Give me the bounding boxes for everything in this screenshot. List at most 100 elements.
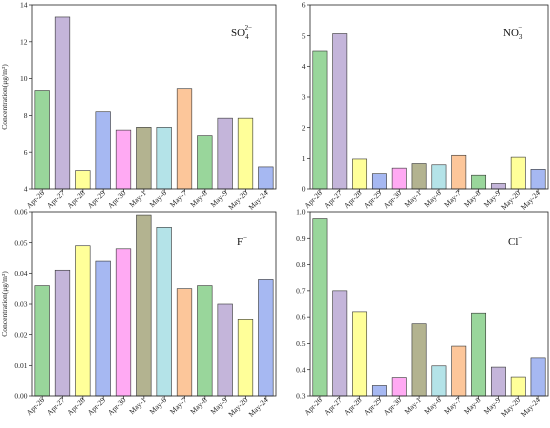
bar [136, 214, 152, 397]
bar [136, 127, 152, 190]
y-axis-title: Concentration(μg/m³) [0, 64, 9, 130]
x-tick-label: May-20 [499, 395, 522, 418]
bar [490, 183, 506, 190]
y-tick-label: 12 [20, 37, 28, 46]
ion-label: SO42− [231, 24, 252, 41]
x-tick-label: Apr-26 [25, 395, 47, 417]
x-tick-label: May-7 [442, 395, 463, 416]
x-tick-label: May-8 [462, 395, 483, 416]
x-tick-label: May-6 [422, 395, 443, 416]
bar [217, 117, 233, 190]
bar [95, 111, 111, 190]
bar [371, 385, 387, 397]
x-tick-label: Apr-29 [362, 188, 384, 210]
y-tick-label: 3 [302, 93, 306, 102]
y-tick-label: 8 [24, 111, 28, 120]
bar [237, 117, 254, 190]
y-tick-label: 0.06 [14, 208, 27, 217]
panel-3: 0.00 0.01 0.02 0.03 0.04 0.05 0.06 Apr-26Apr-27… [0, 208, 277, 419]
x-tick-label: Apr-29 [86, 188, 108, 210]
bar [332, 33, 348, 190]
bar [451, 154, 467, 190]
y-tick-label: 10 [20, 74, 28, 83]
x-tick-label: Apr-27 [322, 395, 344, 417]
ion-label: Cl− [508, 234, 522, 248]
bar [471, 174, 487, 190]
x-tick-label: Apr-29 [86, 395, 108, 417]
y-tick-label: 0.01 [14, 361, 27, 370]
y-tick-label: 6 [24, 148, 28, 157]
y-tick-label: 0.7 [296, 286, 306, 295]
bar [411, 323, 427, 397]
x-tick-label: Apr-30 [106, 188, 128, 210]
bar [75, 245, 91, 397]
bar [95, 260, 111, 397]
bar [34, 285, 50, 397]
bar [217, 303, 233, 397]
y-tick-label: 0.8 [296, 260, 306, 269]
bar [54, 16, 71, 190]
bar [391, 377, 407, 397]
panel-4: 0.30.40.50.60.70.80.91.0Apr-26Apr-27Apr-… [296, 208, 549, 419]
x-tick-label: Apr-30 [382, 395, 404, 417]
x-tick-label: May-8 [188, 395, 209, 416]
y-tick-label: 1.0 [296, 208, 306, 217]
y-axis-title: Concentration(μg/m³) [0, 271, 9, 337]
bar [371, 173, 387, 190]
bar [530, 357, 546, 397]
bar [156, 227, 172, 397]
y-tick-label: 0.9 [296, 234, 306, 243]
bar [258, 279, 274, 397]
bar [197, 135, 213, 190]
y-tick-label: 4 [24, 185, 28, 194]
x-tick-label: May-6 [148, 395, 169, 416]
x-tick-label: Apr-27 [45, 395, 67, 417]
y-tick-label: 1 [302, 154, 306, 163]
bar [115, 129, 132, 190]
x-tick-label: May-24 [247, 188, 270, 211]
x-tick-label: May-24 [247, 395, 270, 418]
bar [115, 248, 132, 397]
y-tick-label: 14 [20, 1, 28, 10]
x-tick-label: Apr-26 [25, 188, 47, 210]
bar [176, 88, 193, 190]
bar [510, 376, 526, 397]
x-tick-label: May-8 [462, 188, 483, 209]
y-tick-label: 0.05 [14, 238, 27, 247]
x-tick-label: Apr-27 [45, 188, 67, 210]
x-tick-label: May-7 [168, 395, 189, 416]
y-tick-label: 2 [302, 123, 306, 132]
x-tick-label: May-6 [422, 188, 443, 209]
y-tick-label: 5 [302, 31, 306, 40]
y-tick-label: 0.02 [14, 330, 27, 339]
y-tick-label: 0.3 [296, 392, 306, 401]
x-tick-label: Apr-26 [302, 395, 324, 417]
x-tick-label: May-7 [168, 188, 189, 209]
x-tick-label: May-1 [402, 395, 423, 416]
bar [530, 169, 546, 190]
bar [332, 290, 348, 397]
y-tick-label: 0.00 [14, 392, 27, 401]
x-tick-label: May-8 [188, 188, 209, 209]
bar [156, 127, 172, 190]
y-tick-label: 6 [302, 1, 306, 10]
plot-frame [309, 211, 549, 397]
x-tick-label: May-1 [402, 188, 423, 209]
x-tick-label: May-1 [127, 395, 148, 416]
x-tick-label: Apr-29 [362, 395, 384, 417]
y-tick-label: 0.5 [296, 339, 306, 348]
plot-frame [31, 4, 277, 190]
bar [237, 319, 254, 397]
bar [75, 170, 91, 190]
bar [312, 50, 328, 190]
bar [431, 164, 447, 190]
bar [431, 365, 447, 397]
y-tick-label: 0.03 [14, 300, 27, 309]
x-tick-label: May-7 [442, 188, 463, 209]
ion-label: F− [237, 234, 247, 248]
bar [490, 366, 506, 397]
x-tick-label: May-24 [519, 395, 542, 418]
x-tick-label: May-1 [127, 188, 148, 209]
